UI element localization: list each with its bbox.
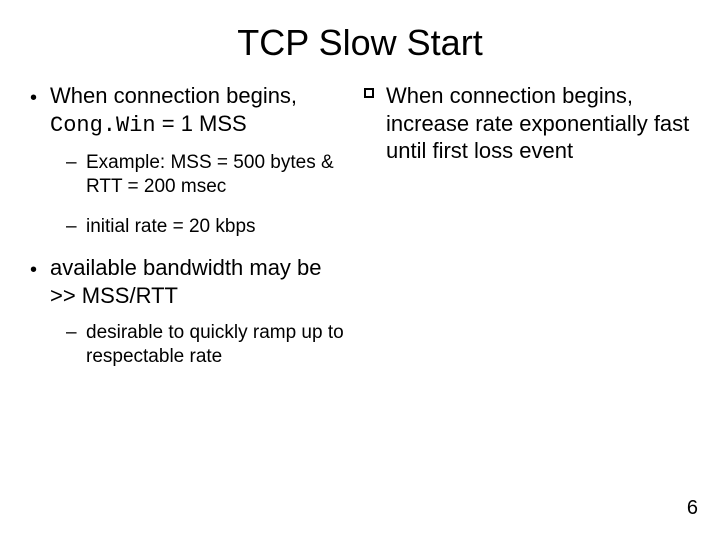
bullet-text: Example: MSS = 500 bytes & RTT = 200 mse… <box>86 151 350 199</box>
bullet-connection-begins: • When connection begins, Cong.Win = 1 M… <box>30 82 350 139</box>
text-segment: = 1 MSS <box>156 111 247 136</box>
bullet-exponential: When connection begins, increase rate ex… <box>364 82 690 165</box>
bullet-dot-icon: • <box>30 254 50 283</box>
square-bullet-icon <box>364 82 386 98</box>
bullet-text: When connection begins, Cong.Win = 1 MSS <box>50 82 350 139</box>
dash-icon: – <box>66 215 86 239</box>
sub-bullet-desirable: – desirable to quickly ramp up to respec… <box>66 321 350 369</box>
right-column: When connection begins, increase rate ex… <box>360 82 690 375</box>
dash-icon: – <box>66 151 86 175</box>
text-segment: When connection begins, <box>50 83 297 108</box>
slide-content: • When connection begins, Cong.Win = 1 M… <box>0 64 720 375</box>
sub-bullet-initial-rate: – initial rate = 20 kbps <box>66 215 350 239</box>
sub-bullet-example: – Example: MSS = 500 bytes & RTT = 200 m… <box>66 151 350 199</box>
bullet-dot-icon: • <box>30 82 50 111</box>
bullet-text: initial rate = 20 kbps <box>86 215 256 239</box>
page-number: 6 <box>687 497 698 520</box>
bullet-text: available bandwidth may be >> MSS/RTT <box>50 254 350 309</box>
mono-text: Cong.Win <box>50 113 156 138</box>
bullet-text: When connection begins, increase rate ex… <box>386 82 690 165</box>
slide-title: TCP Slow Start <box>0 0 720 64</box>
bullet-bandwidth: • available bandwidth may be >> MSS/RTT <box>30 254 350 309</box>
dash-icon: – <box>66 321 86 345</box>
bullet-text: desirable to quickly ramp up to respecta… <box>86 321 350 369</box>
left-column: • When connection begins, Cong.Win = 1 M… <box>30 82 360 375</box>
